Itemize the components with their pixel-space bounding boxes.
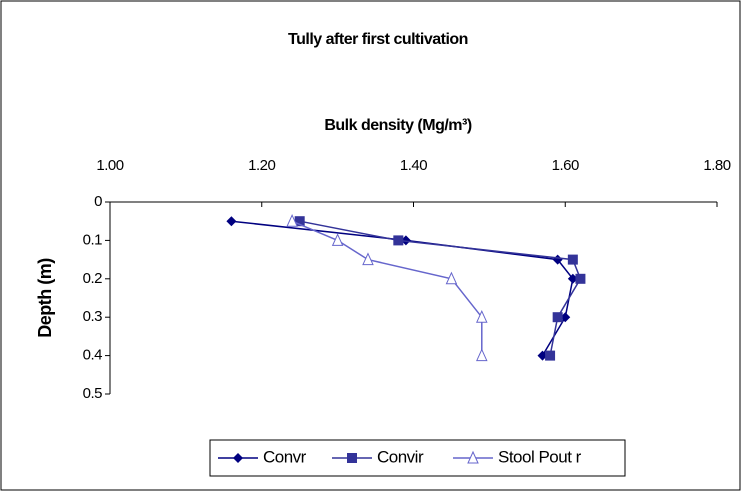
chart-title: Tully after first cultivation [288, 31, 468, 48]
y-axis-title: Depth (m) [35, 258, 55, 338]
marker [567, 254, 578, 265]
x-tick-label: 1.80 [703, 157, 730, 174]
marker [362, 252, 374, 266]
x-tick-label: 1.40 [400, 157, 427, 174]
marker [567, 273, 578, 284]
marker [467, 450, 479, 464]
y-tick-label: 0.3 [83, 308, 103, 325]
marker [393, 235, 404, 246]
y-tick-label: 0.1 [83, 231, 103, 248]
marker [575, 273, 586, 284]
marker [560, 312, 571, 323]
y-tick-label: 0.5 [83, 385, 103, 402]
marker [445, 271, 458, 285]
marker [347, 453, 357, 463]
legend-box [209, 439, 626, 477]
x-axis-title: Bulk density (Mg/m³) [324, 117, 472, 134]
series-line [291, 220, 483, 356]
legend-label: Stool Pout r [498, 447, 582, 466]
x-tick-label: 1.00 [96, 157, 123, 174]
series-line [299, 220, 582, 356]
y-tick-label: 0 [94, 193, 102, 210]
y-tick-label: 0.2 [83, 270, 103, 287]
marker [226, 216, 237, 227]
marker [476, 348, 488, 362]
marker [552, 312, 563, 323]
marker [294, 216, 305, 227]
marker [545, 350, 556, 361]
series-line [231, 220, 574, 356]
x-tick-label: 1.20 [248, 157, 275, 174]
y-tick-label: 0.4 [83, 347, 103, 364]
marker [476, 309, 488, 323]
marker [331, 233, 344, 246]
x-tick-label: 1.60 [552, 157, 579, 174]
marker [286, 213, 298, 227]
marker [400, 235, 411, 246]
marker [233, 453, 243, 463]
marker [537, 350, 548, 361]
legend-label: Convr [263, 447, 307, 466]
legend-label: Convir [377, 447, 424, 466]
